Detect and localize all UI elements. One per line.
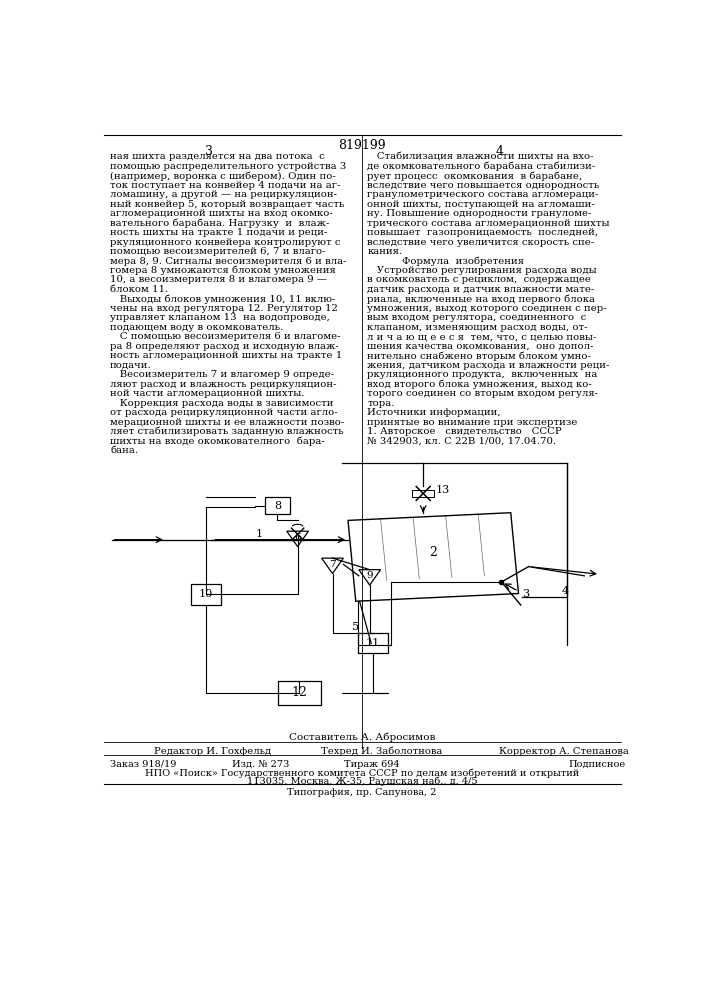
- Text: вательного барабана. Нагрузку  и  влаж-: вательного барабана. Нагрузку и влаж-: [110, 219, 329, 228]
- Text: Весоизмеритель 7 и влагомер 9 опреде-: Весоизмеритель 7 и влагомер 9 опреде-: [110, 370, 334, 379]
- Text: риала, включенные на вход первого блока: риала, включенные на вход первого блока: [368, 294, 595, 304]
- Text: трического состава агломерационной шихты: трического состава агломерационной шихты: [368, 219, 610, 228]
- Text: ная шихта разделяется на два потока  с: ная шихта разделяется на два потока с: [110, 152, 325, 161]
- Text: Формула  изобретения: Формула изобретения: [402, 257, 525, 266]
- Text: торого соединен со вторым входом регуля-: торого соединен со вторым входом регуля-: [368, 389, 598, 398]
- Text: помощью весоизмерителей 6, 7 и влаго-: помощью весоизмерителей 6, 7 и влаго-: [110, 247, 326, 256]
- Text: повышает  газопроницаемость  последней,: повышает газопроницаемость последней,: [368, 228, 599, 237]
- Text: ный конвейер 5, который возвращает часть: ный конвейер 5, который возвращает часть: [110, 200, 344, 209]
- Text: 113035, Москва, Ж-35, Раушская наб., д. 4/5: 113035, Москва, Ж-35, Раушская наб., д. …: [247, 777, 477, 786]
- Text: ляют расход и влажность рециркуляцион-: ляют расход и влажность рециркуляцион-: [110, 380, 337, 389]
- Text: 1. Авторское   свидетельство   СССР: 1. Авторское свидетельство СССР: [368, 427, 562, 436]
- Text: л и ч а ю щ е е с я  тем, что, с целью повы-: л и ч а ю щ е е с я тем, что, с целью по…: [368, 332, 597, 341]
- Bar: [412, 490, 434, 497]
- Text: 10, а весоизмерителя 8 и влагомера 9 —: 10, а весоизмерителя 8 и влагомера 9 —: [110, 275, 327, 284]
- Text: ломашину, а другой — на рециркуляцион-: ломашину, а другой — на рециркуляцион-: [110, 190, 337, 199]
- Text: принятые во внимание при экспертизе: принятые во внимание при экспертизе: [368, 418, 578, 427]
- Text: 6: 6: [294, 533, 301, 542]
- Text: 13: 13: [436, 485, 450, 495]
- Text: в окомкователь с рециклом,  содержащее: в окомкователь с рециклом, содержащее: [368, 275, 591, 284]
- Text: Устройство регулирования расхода воды: Устройство регулирования расхода воды: [368, 266, 597, 275]
- Text: помощью распределительного устройства 3: помощью распределительного устройства 3: [110, 162, 346, 171]
- Text: 11: 11: [366, 638, 380, 648]
- Text: Типография, пр. Сапунова, 2: Типография, пр. Сапунова, 2: [287, 788, 437, 797]
- Text: гранулометрического состава агломераци-: гранулометрического состава агломераци-: [368, 190, 599, 199]
- Text: ность шихты на тракте 1 подачи и реци-: ность шихты на тракте 1 подачи и реци-: [110, 228, 327, 237]
- Text: кания.: кания.: [368, 247, 402, 256]
- Text: шихты на входе окомкователного  бара-: шихты на входе окомкователного бара-: [110, 436, 325, 446]
- Text: Техред И. Заболотнова: Техред И. Заболотнова: [321, 747, 443, 756]
- Text: агломерационной шихты на вход окомко-: агломерационной шихты на вход окомко-: [110, 209, 333, 218]
- Text: Коррекция расхода воды в зависимости: Коррекция расхода воды в зависимости: [110, 399, 334, 408]
- Text: ра 8 определяют расход и исходную влаж-: ра 8 определяют расход и исходную влаж-: [110, 342, 339, 351]
- Text: 819199: 819199: [338, 139, 386, 152]
- Text: ляет стабилизировать заданную влажность: ляет стабилизировать заданную влажность: [110, 427, 344, 436]
- Text: НПО «Поиск» Государственного комитета СССР по делам изобретений и открытий: НПО «Поиск» Государственного комитета СС…: [145, 768, 579, 778]
- Text: 10: 10: [199, 589, 214, 599]
- Text: шения качества окомкования,  оно допол-: шения качества окомкования, оно допол-: [368, 342, 594, 351]
- Text: С помощью весоизмерителя 6 и влагоме-: С помощью весоизмерителя 6 и влагоме-: [110, 332, 341, 341]
- Text: 12: 12: [291, 686, 308, 699]
- Text: управляет клапаном 13  на водопроводе,: управляет клапаном 13 на водопроводе,: [110, 313, 330, 322]
- Bar: [265, 497, 290, 514]
- Bar: [192, 584, 221, 605]
- Text: тора.: тора.: [368, 399, 395, 408]
- Text: 4: 4: [495, 145, 503, 158]
- Text: де окомковательного барабана стабилизи-: де окомковательного барабана стабилизи-: [368, 162, 595, 171]
- Text: онной шихты, поступающей на агломаши-: онной шихты, поступающей на агломаши-: [368, 200, 595, 209]
- Text: бана.: бана.: [110, 446, 138, 455]
- Text: ной части агломерационной шихты.: ной части агломерационной шихты.: [110, 389, 305, 398]
- Text: жения, датчиком расхода и влажности реци-: жения, датчиком расхода и влажности реци…: [368, 361, 609, 370]
- Text: гомера 8 умножаются блоком умножения: гомера 8 умножаются блоком умножения: [110, 266, 336, 275]
- Text: ность агломерационной шихты на тракте 1: ность агломерационной шихты на тракте 1: [110, 351, 342, 360]
- Text: 2: 2: [429, 546, 437, 559]
- Text: 5: 5: [352, 622, 359, 632]
- Text: № 342903, кл. С 22В 1/00, 17.04.70.: № 342903, кл. С 22В 1/00, 17.04.70.: [368, 436, 556, 445]
- Bar: [279, 681, 321, 705]
- Text: Источники информации,: Источники информации,: [368, 408, 501, 417]
- Text: 8: 8: [274, 501, 281, 511]
- Text: 1: 1: [255, 529, 262, 539]
- Text: мера 8, 9. Сигналы весоизмерителя 6 и вла-: мера 8, 9. Сигналы весоизмерителя 6 и вл…: [110, 257, 346, 266]
- Text: датчик расхода и датчик влажности мате-: датчик расхода и датчик влажности мате-: [368, 285, 595, 294]
- Text: Выходы блоков умножения 10, 11 вклю-: Выходы блоков умножения 10, 11 вклю-: [110, 294, 335, 304]
- Text: рует процесс  окомкования  в барабане,: рует процесс окомкования в барабане,: [368, 171, 583, 181]
- Text: вход второго блока умножения, выход ко-: вход второго блока умножения, выход ко-: [368, 380, 592, 389]
- Text: Изд. № 273: Изд. № 273: [232, 760, 289, 769]
- Text: 4: 4: [561, 586, 568, 596]
- Text: мерационной шихты и ее влажности позво-: мерационной шихты и ее влажности позво-: [110, 418, 344, 427]
- Text: ну. Повышение однородности грануломе-: ну. Повышение однородности грануломе-: [368, 209, 592, 218]
- Text: (например, воронка с шибером). Один по-: (например, воронка с шибером). Один по-: [110, 171, 336, 181]
- Text: подачи.: подачи.: [110, 361, 152, 370]
- Text: Заказ 918/19: Заказ 918/19: [110, 760, 177, 769]
- Text: клапаном, изменяющим расход воды, от-: клапаном, изменяющим расход воды, от-: [368, 323, 588, 332]
- Text: 7: 7: [329, 560, 336, 569]
- Text: от расхода рециркуляционной части агло-: от расхода рециркуляционной части агло-: [110, 408, 338, 417]
- Text: подающем воду в окомкователь.: подающем воду в окомкователь.: [110, 323, 284, 332]
- Text: вым входом регулятора, соединенного  с: вым входом регулятора, соединенного с: [368, 313, 587, 322]
- Text: Составитель А. Абросимов: Составитель А. Абросимов: [288, 732, 435, 742]
- Text: вследствие чего повышается однородность: вследствие чего повышается однородность: [368, 181, 600, 190]
- Text: чены на вход регулятора 12. Регулятор 12: чены на вход регулятора 12. Регулятор 12: [110, 304, 338, 313]
- Text: ркуляционного конвейера контролируют с: ркуляционного конвейера контролируют с: [110, 238, 341, 247]
- Text: Редактор И. Гохфельд: Редактор И. Гохфельд: [154, 747, 271, 756]
- Text: Корректор А. Степанова: Корректор А. Степанова: [499, 747, 629, 756]
- Text: Подписное: Подписное: [569, 760, 626, 769]
- Text: 3: 3: [522, 589, 530, 599]
- Text: ток поступает на конвейер 4 подачи на аг-: ток поступает на конвейер 4 подачи на аг…: [110, 181, 341, 190]
- Text: нительно снабжено вторым блоком умно-: нительно снабжено вторым блоком умно-: [368, 351, 591, 361]
- Text: блоком 11.: блоком 11.: [110, 285, 168, 294]
- Text: вследствие чего увеличится скорость спе-: вследствие чего увеличится скорость спе-: [368, 238, 595, 247]
- Text: 3: 3: [204, 145, 213, 158]
- Bar: [358, 633, 387, 653]
- Text: 9: 9: [366, 571, 373, 580]
- Text: Стабилизация влажности шихты на вхо-: Стабилизация влажности шихты на вхо-: [368, 152, 594, 161]
- Text: Тираж 694: Тираж 694: [344, 760, 399, 769]
- Text: умножения, выход которого соединен с пер-: умножения, выход которого соединен с пер…: [368, 304, 607, 313]
- Text: ркуляционного продукта,  включенных  на: ркуляционного продукта, включенных на: [368, 370, 597, 379]
